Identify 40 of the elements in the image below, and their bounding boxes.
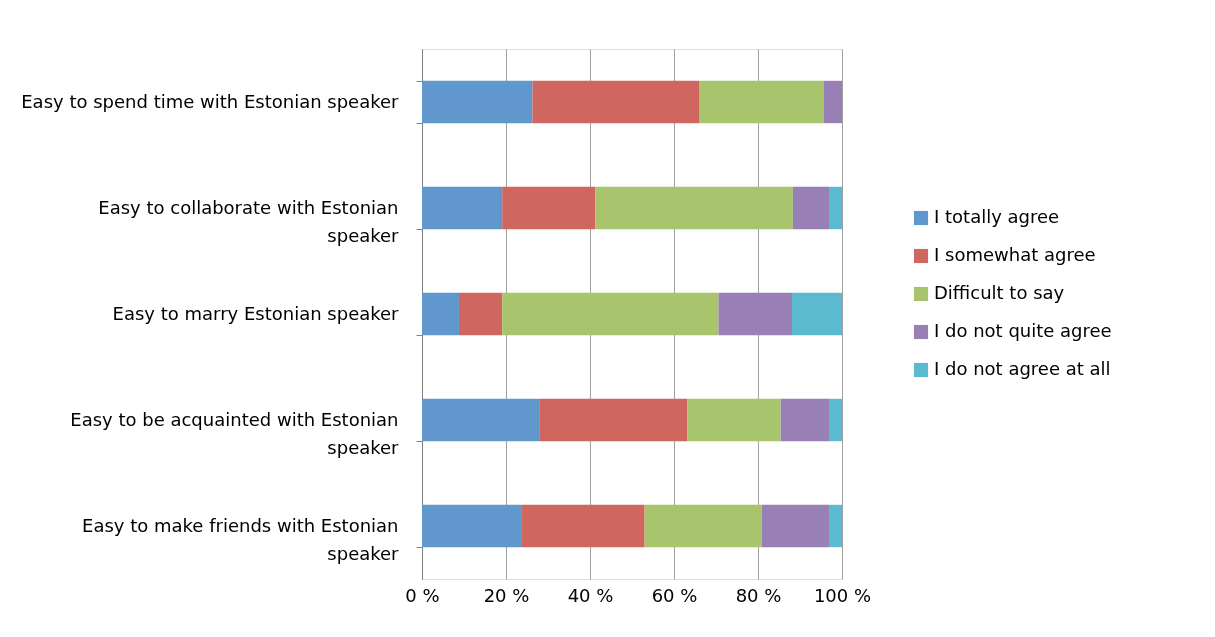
bar bbox=[828, 504, 842, 548]
bar bbox=[828, 398, 842, 442]
x-tick-label: 100 % bbox=[813, 584, 872, 606]
bar bbox=[422, 504, 522, 548]
bar bbox=[422, 80, 533, 124]
bar bbox=[532, 80, 700, 124]
bar bbox=[422, 186, 503, 230]
bar bbox=[502, 292, 719, 336]
bar bbox=[792, 292, 842, 336]
legend-label: Difficult to say bbox=[934, 282, 1065, 303]
bar bbox=[823, 80, 842, 124]
x-tick-label: 0 % bbox=[405, 584, 440, 606]
x-tick-label: 80 % bbox=[735, 584, 782, 606]
bar bbox=[699, 80, 824, 124]
bar bbox=[792, 186, 829, 230]
legend-label: I totally agree bbox=[934, 206, 1060, 227]
legend-label: I somewhat agree bbox=[934, 244, 1096, 265]
y-tick-label: Easy to marry Estonian speaker bbox=[112, 302, 400, 324]
x-tick-label: 40 % bbox=[567, 584, 614, 606]
y-tick-label: Easy to make friends with Estonian speaker bbox=[82, 514, 400, 564]
legend-label: I do not agree at all bbox=[934, 358, 1111, 379]
bar bbox=[687, 398, 781, 442]
bar bbox=[780, 398, 829, 442]
y-tick-label: Easy to collaborate with Estonian speaker bbox=[98, 196, 400, 246]
bar bbox=[595, 186, 793, 230]
bar bbox=[458, 292, 503, 336]
bar bbox=[828, 186, 842, 230]
x-tick-label: 20 % bbox=[483, 584, 530, 606]
bar bbox=[422, 292, 459, 336]
bar bbox=[422, 398, 540, 442]
y-tick-label: Easy to spend time with Estonian speaker bbox=[21, 90, 400, 112]
y-tick-label: Easy to be acquainted with Estonian speaker bbox=[70, 408, 400, 458]
bar bbox=[761, 504, 829, 548]
bar bbox=[718, 292, 793, 336]
x-tick-label: 60 % bbox=[651, 584, 698, 606]
bar bbox=[644, 504, 762, 548]
legend-label: I do not quite agree bbox=[934, 320, 1112, 341]
bar bbox=[521, 504, 645, 548]
bar bbox=[502, 186, 596, 230]
bar bbox=[539, 398, 688, 442]
